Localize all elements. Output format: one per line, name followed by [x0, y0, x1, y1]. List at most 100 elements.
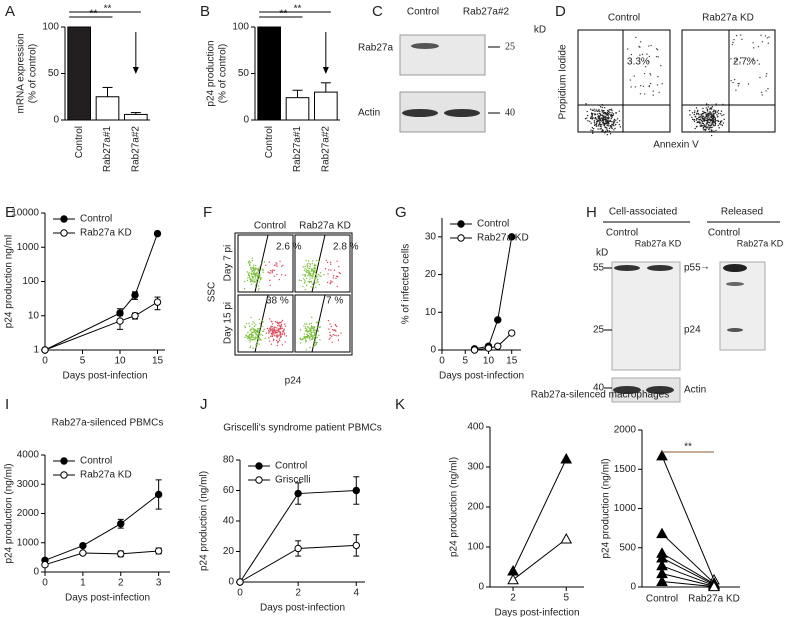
flow-dot: [722, 103, 724, 106]
flow-dot: [267, 332, 270, 334]
flow-dot: [306, 277, 308, 280]
flow-dot: [604, 130, 607, 132]
flow-dot: [629, 79, 632, 81]
flow-dot: [279, 328, 281, 331]
flow-dot: [592, 130, 594, 132]
flow-dot: [252, 336, 255, 339]
flow-dot: [312, 337, 314, 339]
flow-dot: [720, 123, 722, 126]
chart-title: Rab27a-silenced PBMCs: [52, 418, 164, 429]
flow-dot: [695, 107, 698, 109]
chart-title: Griscelli's syndrome patient PBMCs: [223, 423, 382, 434]
flow-dot: [611, 125, 613, 127]
x-tick-label: 5: [80, 356, 86, 367]
flow-dot: [711, 126, 713, 128]
y-tick-label: 300: [467, 462, 484, 473]
flow-dot: [584, 118, 587, 120]
flow-dot: [614, 127, 616, 130]
flow-dot: [319, 272, 322, 274]
flow-dot: [256, 335, 258, 337]
flow-dot: [314, 278, 316, 281]
flow-dot: [596, 113, 599, 115]
flow-dot: [765, 90, 767, 92]
flow-dot: [709, 122, 711, 124]
flow-dot: [276, 265, 278, 268]
gate-label: 2.8 %: [333, 242, 359, 253]
flow-dot: [276, 273, 278, 276]
point: [117, 550, 125, 558]
flow-dot: [735, 89, 737, 91]
flow-dot: [752, 42, 754, 44]
flow-dot: [252, 269, 254, 272]
flow-dot: [257, 270, 259, 272]
pair-line: [661, 455, 715, 581]
flow-dot: [639, 54, 641, 56]
flow-dot: [315, 336, 317, 339]
flow-dot: [732, 81, 734, 84]
legend-marker: [457, 234, 465, 242]
flow-dot: [308, 267, 311, 270]
y-tick-label: 20: [223, 546, 235, 557]
point: [560, 532, 573, 544]
x-tick-label: 2: [118, 578, 124, 589]
flow-dot: [315, 321, 318, 324]
flow-dot: [258, 267, 260, 270]
flow-dot: [317, 326, 319, 329]
bar: [95, 96, 120, 121]
flow-dot: [714, 110, 716, 112]
flow-dot: [332, 275, 335, 277]
flow-dot: [601, 119, 604, 122]
y-tick-label: 0: [228, 577, 234, 588]
flow-dot: [331, 281, 333, 283]
flow-dot: [245, 322, 248, 325]
flow-dot: [707, 110, 709, 112]
y-tick-label: 60: [223, 485, 235, 496]
flow-dot: [273, 275, 275, 277]
flow-dot: [589, 117, 592, 120]
flow-dot: [698, 118, 701, 121]
flow-dot: [278, 278, 280, 281]
flow-dot: [311, 269, 313, 271]
panel-d: D Control Rab27a KD 3.3% 2.7% Propidium …: [555, 3, 776, 151]
y-tick-label: 1500: [614, 464, 637, 475]
point: [153, 229, 162, 238]
y-axis-label: mRNA expression: [16, 33, 27, 113]
flow-dot: [598, 124, 600, 126]
flow-dot: [696, 110, 699, 113]
flow-dot: [702, 127, 705, 129]
flow-dot: [703, 111, 705, 114]
flow-dot: [334, 334, 336, 336]
flow-dot: [247, 337, 249, 339]
flow-dot: [604, 132, 606, 134]
flow-dot: [268, 340, 271, 342]
flow-dot: [605, 127, 608, 129]
flow-dot: [691, 116, 693, 118]
x-tick-label: 2: [510, 593, 516, 604]
flow-dot: [310, 322, 313, 325]
flow-dot: [261, 319, 263, 322]
flow-dot: [591, 109, 594, 111]
flow-dot: [612, 122, 615, 124]
flow-dot: [278, 329, 280, 331]
flow-dot: [329, 261, 332, 264]
flow-dot: [308, 336, 310, 339]
x-tick-label: 5: [462, 356, 468, 367]
flow-dot: [708, 125, 710, 127]
flow-dot: [334, 324, 337, 326]
flow-dot: [594, 118, 596, 120]
flow-dot: [604, 117, 607, 119]
flow-dot: [328, 338, 331, 340]
flow-dot: [318, 320, 321, 323]
pair-line: [661, 581, 715, 588]
flow-dot: [601, 117, 603, 119]
flow-dot: [317, 321, 319, 324]
flow-dot: [715, 103, 717, 105]
flow-dot: [268, 261, 270, 263]
flow-dot: [259, 274, 261, 276]
flow-dot: [607, 109, 609, 112]
panel-c: C Control Rab27a#2 kD Rab27a Actin 25 40: [358, 3, 546, 133]
flow-dot: [698, 114, 700, 116]
x-tick-label: Rab27a#1: [102, 126, 113, 173]
flow-dot: [244, 336, 246, 339]
flow-dot: [603, 106, 606, 109]
